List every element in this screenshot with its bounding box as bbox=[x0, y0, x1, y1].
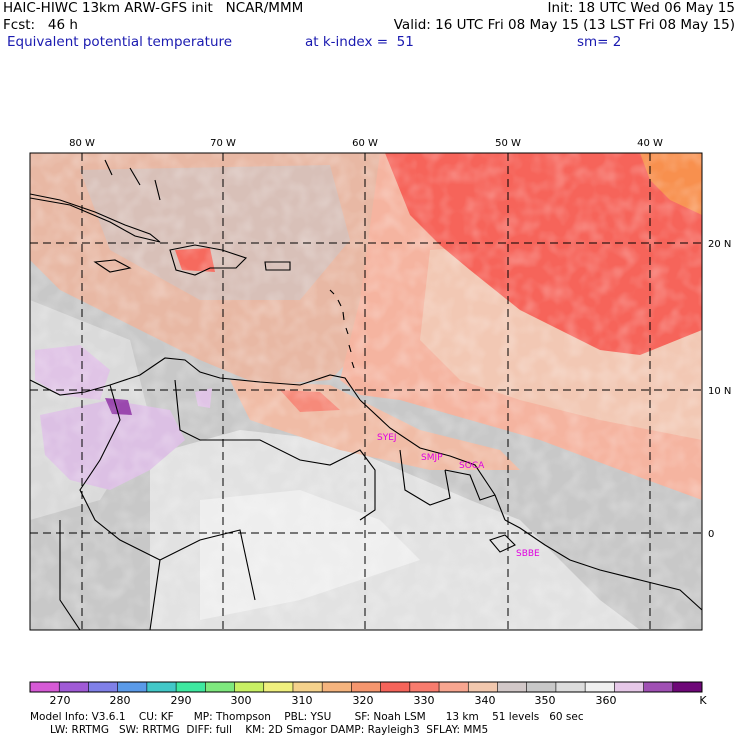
colorbar-tick: 310 bbox=[291, 694, 313, 707]
lat-label: 10 N bbox=[708, 386, 731, 397]
forecast-hour: Fcst: 46 h bbox=[3, 17, 78, 33]
colorbar-tick: 360 bbox=[595, 694, 617, 707]
theta-e-field bbox=[30, 153, 702, 630]
lon-label: 80 W bbox=[69, 138, 95, 149]
colorbar-swatch bbox=[292, 682, 323, 692]
colorbar-swatch bbox=[614, 682, 644, 692]
smoothing: sm= 2 bbox=[577, 34, 622, 50]
colorbar-swatch bbox=[380, 682, 411, 692]
colorbar-swatch bbox=[351, 682, 381, 692]
station-label: SBBE bbox=[516, 549, 540, 559]
colorbar-swatch bbox=[468, 682, 498, 692]
colorbar-tick: 340 bbox=[474, 694, 496, 707]
colorbar-swatch bbox=[555, 682, 586, 692]
colorbar-swatch bbox=[117, 682, 148, 692]
colorbar-swatch bbox=[59, 682, 89, 692]
coastlines bbox=[30, 159, 702, 630]
colorbar bbox=[29, 681, 703, 693]
colorbar-frame bbox=[29, 681, 703, 693]
station-label: SOCA bbox=[459, 461, 485, 471]
lon-label: 70 W bbox=[210, 138, 236, 149]
field-name: Equivalent potential temperature bbox=[7, 34, 233, 50]
station-label: SYEJ bbox=[377, 433, 397, 443]
colorbar-swatch bbox=[643, 682, 674, 692]
colorbar-tick: 270 bbox=[49, 694, 71, 707]
station-label: SMJP bbox=[421, 453, 443, 463]
colorbar-swatch bbox=[30, 682, 60, 692]
level-index: at k-index = 51 bbox=[305, 34, 414, 50]
colorbar-swatch bbox=[176, 682, 206, 692]
colorbar-swatch bbox=[322, 682, 352, 692]
colorbar-swatch bbox=[526, 682, 557, 692]
colorbar-swatch bbox=[234, 682, 265, 692]
lon-label: 60 W bbox=[352, 138, 378, 149]
colorbar-swatch bbox=[88, 682, 118, 692]
colorbar-swatch bbox=[585, 682, 615, 692]
model-title: HAIC-HIWC 13km ARW-GFS init NCAR/MMM bbox=[3, 0, 304, 16]
colorbar-swatch bbox=[263, 682, 294, 692]
physics-info: LW: RRTMG SW: RRTMG DIFF: full KM: 2D Sm… bbox=[30, 724, 489, 736]
colorbar-tick: 280 bbox=[109, 694, 131, 707]
map-frame bbox=[29, 152, 703, 631]
colorbar-swatch bbox=[205, 682, 235, 692]
colorbar-unit: K bbox=[699, 694, 707, 707]
colorbar-swatch bbox=[146, 682, 177, 692]
init-time: Init: 18 UTC Wed 06 May 15 bbox=[547, 0, 735, 16]
lon-label: 50 W bbox=[495, 138, 521, 149]
colorbar-tick: 350 bbox=[534, 694, 556, 707]
colorbar-swatch bbox=[672, 682, 703, 692]
colorbar-tick: 330 bbox=[413, 694, 435, 707]
graticule bbox=[30, 153, 702, 630]
colorbar-tick: 320 bbox=[352, 694, 374, 707]
lat-label: 0 bbox=[708, 529, 714, 540]
colorbar-swatch bbox=[409, 682, 440, 692]
lat-label: 20 N bbox=[708, 239, 731, 250]
model-info: Model Info: V3.6.1 CU: KF MP: Thompson P… bbox=[30, 711, 584, 723]
valid-time: Valid: 16 UTC Fri 08 May 15 (13 LST Fri … bbox=[393, 17, 735, 33]
lon-label: 40 W bbox=[637, 138, 663, 149]
colorbar-swatch bbox=[497, 682, 527, 692]
colorbar-tick: 300 bbox=[230, 694, 252, 707]
colorbar-swatch bbox=[439, 682, 469, 692]
colorbar-tick: 290 bbox=[170, 694, 192, 707]
